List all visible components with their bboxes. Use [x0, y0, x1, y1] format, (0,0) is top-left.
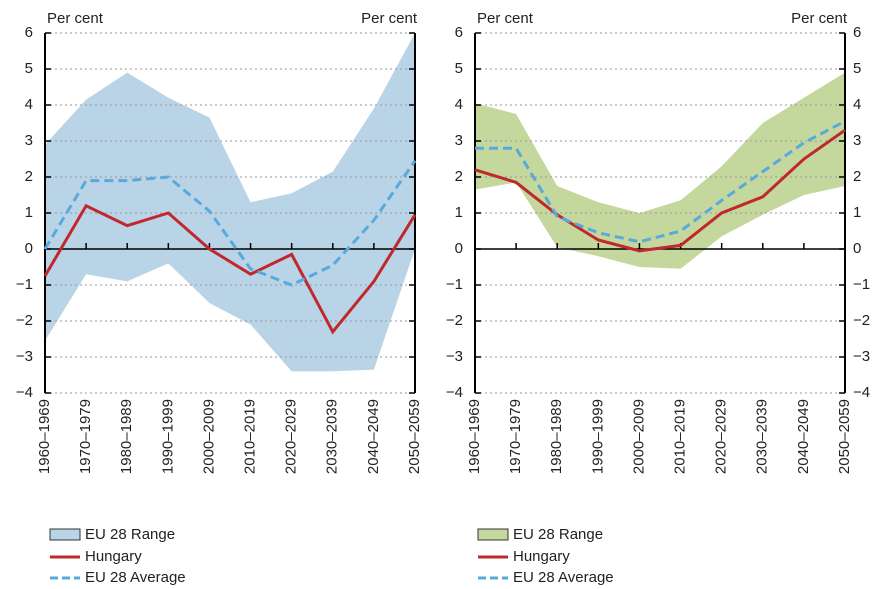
x-tick-label: 1990–1999: [589, 399, 606, 474]
y-tick-label: 6: [455, 24, 463, 41]
y-tick-label: 3: [455, 132, 463, 149]
y-tick-label: −3: [853, 348, 870, 365]
series-line: [475, 119, 846, 244]
series-line: [43, 159, 417, 287]
x-tick-label: 2040–2049: [795, 399, 812, 474]
x-tick-label: 1970–1979: [507, 399, 524, 474]
x-tick-label: 1980–1989: [118, 399, 135, 474]
y-tick-label: 2: [455, 168, 463, 185]
y-tick-label: −2: [16, 312, 33, 329]
x-tick-label: 2050–2059: [836, 399, 853, 474]
chart: −4 −3 −2 −1 0 1 2 3 4 5 6 1960–1969 1970–1979 1980–19…: [16, 10, 423, 586]
y-axis-label: Per cent: [791, 10, 848, 27]
legend-label: EU 28 Range: [85, 526, 175, 543]
chart: −4 −4 −3 −3 −2 −2 −1 −1 0 0 1 1 2 2 3 3 4 4 5 5 6 6 1960–1969 1…: [446, 10, 870, 586]
y-tick-label: 5: [853, 60, 861, 77]
y-tick-label: 0: [853, 240, 861, 257]
y-axis-label: Per cent: [477, 10, 534, 27]
legend-label: Hungary: [513, 548, 570, 565]
y-tick-label: 3: [25, 132, 33, 149]
y-tick-label: 2: [853, 168, 861, 185]
x-tick-label: 2000–2009: [200, 399, 217, 474]
y-tick-label: −1: [446, 276, 463, 293]
legend-label: EU 28 Range: [513, 526, 603, 543]
y-tick-label: −3: [16, 348, 33, 365]
y-tick-label: −1: [853, 276, 870, 293]
x-tick-label: 1980–1989: [548, 399, 565, 474]
y-tick-label: 1: [455, 204, 463, 221]
x-tick-label: 1970–1979: [77, 399, 94, 474]
x-tick-label: 1960–1969: [36, 399, 53, 474]
x-tick-label: 2040–2049: [365, 399, 382, 474]
y-tick-label: −2: [446, 312, 463, 329]
x-tick-label: 2020–2029: [713, 399, 730, 474]
series-line: [474, 128, 846, 253]
y-tick-label: 0: [25, 240, 33, 257]
y-tick-label: 1: [853, 204, 861, 221]
y-axis-label: Per cent: [47, 10, 104, 27]
range-area: [45, 33, 415, 372]
y-axis-label: Per cent: [361, 10, 418, 27]
y-tick-label: −3: [446, 348, 463, 365]
y-tick-label: −1: [16, 276, 33, 293]
y-tick-label: −4: [853, 384, 870, 401]
y-tick-label: 1: [25, 204, 33, 221]
x-tick-label: 1990–1999: [159, 399, 176, 474]
legend-label: EU 28 Average: [513, 569, 614, 586]
x-tick-label: 2050–2059: [406, 399, 423, 474]
legend-swatch: [477, 528, 509, 541]
y-tick-label: 4: [25, 96, 33, 113]
legend-swatch: [49, 528, 81, 541]
x-tick-label: 2000–2009: [630, 399, 647, 474]
x-tick-label: 2020–2029: [283, 399, 300, 474]
y-tick-label: −2: [853, 312, 870, 329]
y-tick-label: 6: [853, 24, 861, 41]
x-tick-label: 2010–2019: [242, 399, 259, 474]
x-tick-label: 2010–2019: [672, 399, 689, 474]
legend-label: EU 28 Average: [85, 569, 186, 586]
y-tick-label: 0: [455, 240, 463, 257]
y-tick-label: 3: [853, 132, 861, 149]
x-tick-label: 2030–2039: [754, 399, 771, 474]
x-tick-label: 1960–1969: [466, 399, 483, 474]
y-tick-label: 6: [25, 24, 33, 41]
y-tick-label: 5: [25, 60, 33, 77]
y-tick-label: 5: [455, 60, 463, 77]
y-tick-label: −4: [446, 384, 463, 401]
y-tick-label: −4: [16, 384, 33, 401]
y-tick-label: 4: [455, 96, 463, 113]
y-tick-label: 4: [853, 96, 861, 113]
series-line: [43, 203, 417, 335]
x-tick-label: 2030–2039: [324, 399, 341, 474]
y-tick-label: 2: [25, 168, 33, 185]
legend-label: Hungary: [85, 548, 142, 565]
